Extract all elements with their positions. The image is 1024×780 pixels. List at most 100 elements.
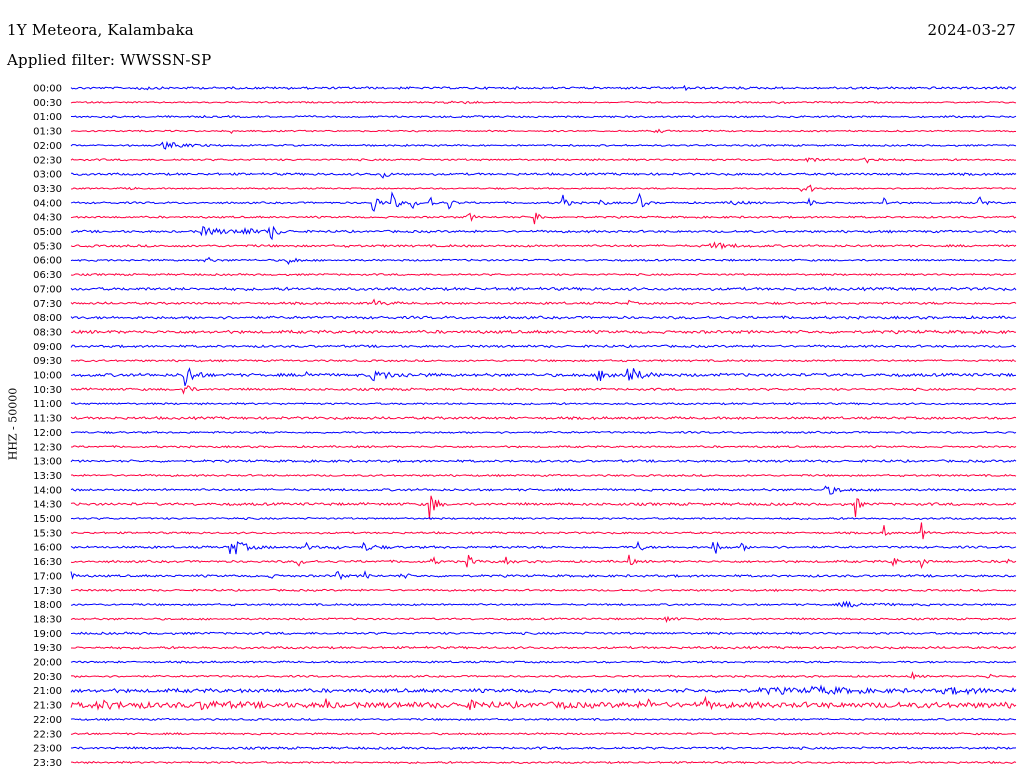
row-time-label: 01:00 (33, 112, 62, 123)
filter-label: Applied filter: WWSSN-SP (7, 51, 212, 69)
trace-row (70, 684, 1017, 696)
row-time-label: 06:00 (33, 256, 62, 267)
trace-row (70, 660, 1017, 664)
row-time-label: 00:30 (33, 98, 62, 109)
row-time-label: 16:30 (33, 557, 62, 568)
row-time-label: 23:00 (33, 744, 62, 755)
record-date: 2024-03-27 (927, 21, 1016, 39)
row-time-label: 21:00 (33, 686, 62, 697)
trace-row (70, 272, 1017, 277)
row-time-label: 05:00 (33, 227, 62, 238)
row-time-label: 17:30 (33, 586, 62, 597)
row-time-label: 13:30 (33, 471, 62, 482)
row-time-label: 11:30 (33, 414, 62, 425)
row-time-label: 06:30 (33, 270, 62, 281)
row-time-label: 11:00 (33, 399, 62, 410)
row-time-label: 10:00 (33, 371, 62, 382)
row-time-label: 04:30 (33, 213, 62, 224)
row-time-label: 19:00 (33, 629, 62, 640)
trace-row (70, 760, 1017, 765)
trace-row (71, 588, 1017, 592)
trace-row (70, 191, 1017, 212)
row-time-label: 10:30 (33, 385, 62, 396)
trace-row (70, 298, 1017, 306)
trace-row (70, 358, 1017, 363)
trace-row (70, 184, 1017, 193)
trace-row (70, 401, 1017, 406)
trace-row (70, 570, 1017, 581)
row-time-label: 05:30 (33, 241, 62, 252)
trace-row (70, 495, 1017, 520)
trace-row (70, 84, 1017, 92)
trace-row (70, 445, 1017, 449)
trace-row (70, 157, 1017, 164)
trace-row (70, 329, 1017, 335)
row-time-label: 17:00 (33, 571, 62, 582)
row-time-label: 01:30 (33, 127, 62, 138)
row-time-label: 22:30 (33, 729, 62, 740)
trace-row (70, 140, 1017, 150)
row-time-label: 21:30 (33, 701, 62, 712)
trace-row (70, 540, 1017, 555)
row-time-label: 14:30 (33, 500, 62, 511)
row-time-label: 07:30 (33, 299, 62, 310)
trace-row (70, 645, 1017, 650)
trace-row (70, 241, 1017, 250)
trace-row (70, 100, 1017, 105)
row-time-label: 14:00 (33, 485, 62, 496)
row-time-label: 20:30 (33, 672, 62, 683)
row-time-label: 18:00 (33, 600, 62, 611)
trace-row (70, 344, 1017, 349)
row-time-label: 23:30 (33, 758, 62, 769)
trace-row (70, 522, 1017, 540)
row-time-label: 02:00 (33, 141, 62, 152)
trace-row (70, 695, 1017, 711)
trace-row (70, 459, 1017, 464)
row-time-label: 16:00 (33, 543, 62, 554)
trace-row (70, 430, 1017, 435)
row-time-label: 03:00 (33, 170, 62, 181)
trace-row (70, 670, 1017, 681)
row-time-label: 04:00 (33, 198, 62, 209)
trace-row (70, 367, 1017, 387)
row-time-label: 19:30 (33, 643, 62, 654)
trace-row (70, 615, 1017, 624)
trace-row (70, 385, 1017, 395)
row-time-label: 15:30 (33, 528, 62, 539)
row-time-label: 00:00 (33, 84, 62, 95)
row-time-label: 13:00 (33, 457, 62, 468)
row-time-label: 08:00 (33, 313, 62, 324)
row-time-label: 18:30 (33, 614, 62, 625)
trace-row (70, 172, 1017, 179)
trace-row (70, 286, 1017, 292)
row-time-label: 03:30 (33, 184, 62, 195)
row-time-label: 12:00 (33, 428, 62, 439)
row-time-label: 22:00 (33, 715, 62, 726)
trace-row (70, 732, 1017, 736)
trace-row (70, 415, 1017, 421)
trace-row (70, 225, 1017, 241)
row-time-label: 09:00 (33, 342, 62, 353)
trace-row (70, 746, 1017, 750)
trace-row (70, 631, 1017, 636)
trace-row (70, 315, 1017, 320)
trace-row (71, 114, 1017, 119)
trace-row (70, 473, 1017, 478)
row-time-label: 20:00 (33, 658, 62, 669)
trace-row (70, 212, 1017, 225)
trace-row (70, 717, 1017, 722)
row-time-label: 09:30 (33, 356, 62, 367)
station-title: 1Y Meteora, Kalambaka (7, 21, 194, 39)
row-time-label: 12:30 (33, 442, 62, 453)
trace-row (70, 600, 1017, 609)
trace-row (70, 516, 1017, 521)
row-time-label: 08:30 (33, 327, 62, 338)
trace-row (70, 256, 1017, 265)
row-time-label: 02:30 (33, 155, 62, 166)
row-time-label: 15:00 (33, 514, 62, 525)
row-time-label: 07:00 (33, 284, 62, 295)
trace-row (70, 554, 1017, 570)
trace-row (70, 128, 1017, 134)
trace-row (70, 485, 1017, 495)
